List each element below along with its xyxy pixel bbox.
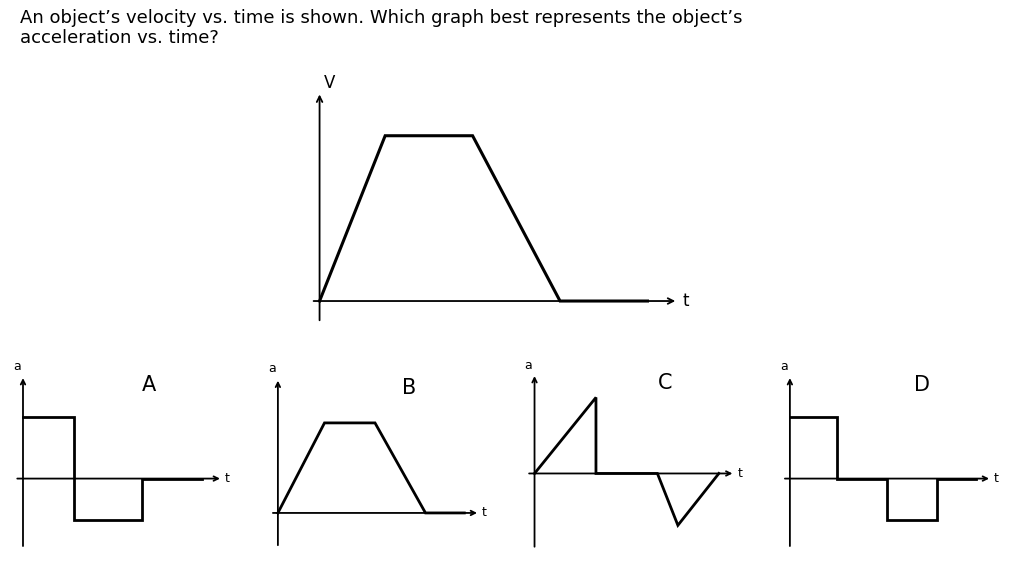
- Text: t: t: [682, 292, 689, 310]
- Text: t: t: [994, 472, 998, 485]
- Text: a: a: [268, 362, 275, 376]
- Text: a: a: [524, 358, 532, 372]
- Text: D: D: [914, 376, 930, 395]
- Text: a: a: [13, 360, 20, 373]
- Text: An object’s velocity vs. time is shown. Which graph best represents the object’s: An object’s velocity vs. time is shown. …: [20, 9, 743, 47]
- Text: t: t: [225, 472, 229, 485]
- Text: a: a: [780, 360, 787, 373]
- Text: V: V: [324, 74, 335, 92]
- Text: C: C: [657, 373, 672, 393]
- Text: B: B: [402, 378, 417, 398]
- Text: A: A: [142, 376, 157, 395]
- Text: t: t: [737, 467, 742, 480]
- Text: t: t: [482, 506, 486, 520]
